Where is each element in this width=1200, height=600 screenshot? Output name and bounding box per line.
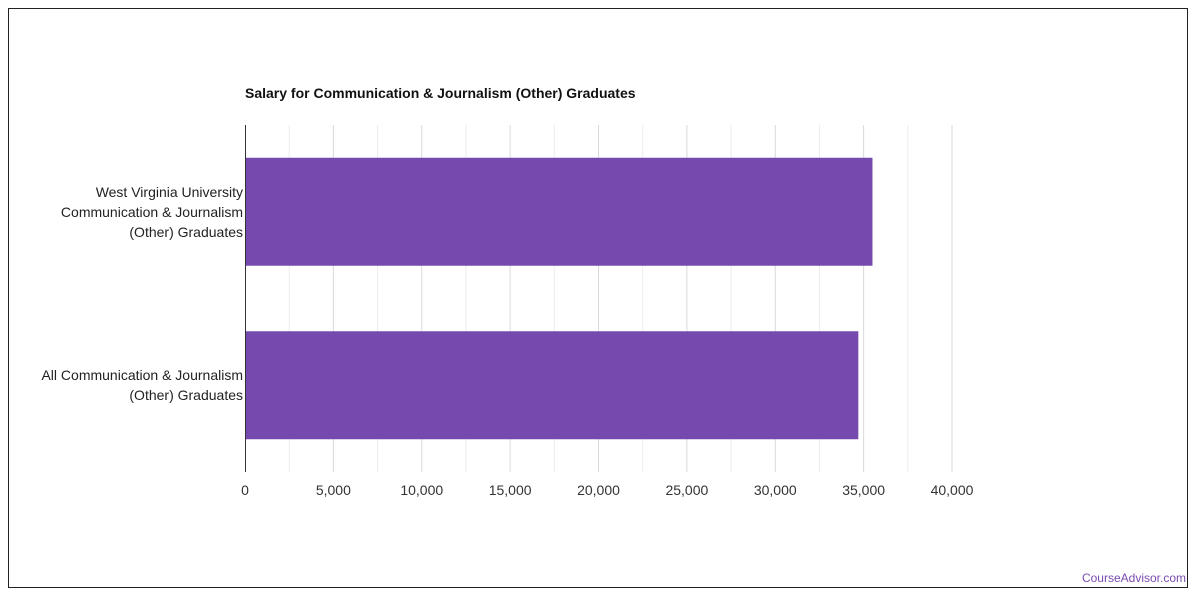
- x-tick-label: 15,000: [489, 482, 532, 498]
- category-label: All Communication & Journalism (Other) Gr…: [3, 365, 243, 405]
- category-label-line: All Communication & Journalism: [41, 367, 243, 384]
- category-label: West Virginia University Communication & …: [3, 182, 243, 242]
- x-tick-label: 40,000: [931, 482, 974, 498]
- x-tick-label: 0: [241, 482, 249, 498]
- bar: [245, 331, 859, 440]
- x-tick-label: 30,000: [754, 482, 797, 498]
- watermark-link[interactable]: CourseAdvisor.com: [1081, 571, 1186, 585]
- x-tick-label: 20,000: [577, 482, 620, 498]
- x-tick-label: 5,000: [316, 482, 351, 498]
- x-tick-label: 35,000: [842, 482, 885, 498]
- x-tick-label: 25,000: [665, 482, 708, 498]
- category-label-line: Communication & Journalism: [60, 203, 243, 220]
- chart-title: Salary for Communication & Journalism (O…: [245, 85, 636, 101]
- category-label-line: West Virginia University: [95, 183, 243, 200]
- x-tick-label: 10,000: [400, 482, 443, 498]
- category-label-line: (Other) Graduates: [129, 223, 243, 240]
- category-label-line: (Other) Graduates: [129, 387, 243, 404]
- bar: [245, 157, 873, 266]
